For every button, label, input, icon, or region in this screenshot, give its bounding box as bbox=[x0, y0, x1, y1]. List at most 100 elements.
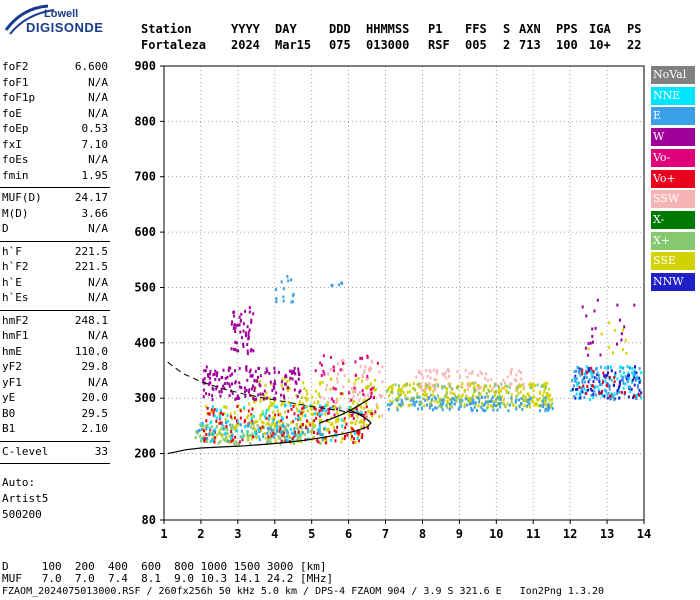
data-point bbox=[412, 399, 415, 402]
data-point bbox=[491, 387, 494, 391]
data-point bbox=[520, 397, 523, 401]
data-point bbox=[356, 431, 359, 435]
data-point bbox=[223, 412, 226, 416]
data-point bbox=[417, 382, 420, 386]
data-point bbox=[293, 412, 296, 416]
data-point bbox=[321, 406, 324, 410]
data-point bbox=[628, 377, 631, 381]
data-point bbox=[367, 367, 370, 371]
data-point bbox=[402, 385, 405, 389]
data-point bbox=[324, 426, 327, 430]
data-point bbox=[214, 369, 217, 373]
data-point bbox=[219, 432, 222, 436]
data-point bbox=[239, 319, 242, 323]
data-point bbox=[314, 407, 317, 411]
legend-item: Vo- bbox=[651, 148, 695, 167]
param-row: M(D) 3.66 bbox=[2, 207, 108, 221]
data-point bbox=[490, 378, 493, 381]
data-point bbox=[286, 423, 289, 427]
data-point bbox=[354, 360, 357, 364]
digisonde-logo bbox=[4, 4, 124, 44]
data-point bbox=[496, 408, 499, 412]
data-point bbox=[252, 384, 254, 388]
data-point bbox=[529, 396, 532, 400]
data-point bbox=[621, 348, 624, 352]
data-point bbox=[212, 413, 215, 417]
data-point bbox=[360, 405, 363, 409]
data-point bbox=[262, 421, 265, 425]
data-point bbox=[528, 402, 531, 405]
data-point bbox=[318, 409, 321, 413]
data-point bbox=[420, 406, 423, 410]
param-value: 110.0 bbox=[74, 344, 108, 358]
data-point bbox=[248, 328, 251, 332]
data-point bbox=[573, 395, 576, 398]
x-tick-label: 9 bbox=[456, 527, 463, 541]
data-point bbox=[264, 413, 267, 417]
legend-item: SSW bbox=[651, 190, 695, 209]
data-point bbox=[254, 420, 257, 424]
data-point bbox=[286, 429, 289, 433]
data-point bbox=[243, 407, 246, 411]
data-point bbox=[581, 390, 584, 394]
data-point bbox=[358, 391, 361, 395]
data-point bbox=[544, 400, 547, 404]
data-point bbox=[614, 374, 617, 378]
data-point bbox=[341, 431, 344, 435]
data-point bbox=[246, 438, 249, 442]
data-point bbox=[323, 372, 326, 376]
data-point bbox=[266, 426, 269, 430]
data-point bbox=[205, 365, 208, 369]
y-tick-label: 300 bbox=[134, 391, 156, 405]
data-point bbox=[272, 416, 275, 419]
note-line: Artist5 bbox=[2, 492, 49, 505]
data-point bbox=[428, 369, 431, 372]
data-point bbox=[583, 380, 586, 384]
data-point bbox=[320, 412, 323, 416]
data-point bbox=[616, 342, 618, 346]
data-point bbox=[252, 426, 255, 430]
data-point bbox=[350, 398, 353, 402]
data-point bbox=[230, 426, 233, 430]
data-point bbox=[631, 380, 634, 384]
data-point bbox=[299, 436, 302, 440]
data-point bbox=[432, 408, 434, 412]
data-point bbox=[515, 407, 518, 411]
data-point bbox=[289, 404, 292, 407]
data-point bbox=[306, 426, 309, 430]
data-point bbox=[486, 406, 489, 410]
data-point bbox=[421, 376, 424, 380]
data-point bbox=[437, 394, 439, 398]
data-point bbox=[410, 403, 413, 407]
data-point bbox=[476, 409, 478, 412]
data-point bbox=[432, 389, 435, 393]
data-point bbox=[362, 414, 365, 417]
data-point bbox=[247, 330, 250, 334]
data-point bbox=[613, 376, 616, 380]
data-point bbox=[327, 428, 330, 432]
data-point bbox=[369, 366, 371, 370]
data-point bbox=[209, 440, 212, 444]
data-point bbox=[215, 419, 218, 423]
data-point bbox=[357, 432, 360, 436]
data-point bbox=[368, 369, 371, 373]
data-point bbox=[259, 374, 262, 378]
data-point bbox=[365, 413, 368, 417]
data-point bbox=[381, 365, 384, 369]
data-point bbox=[587, 347, 590, 351]
param-value: 20.0 bbox=[81, 391, 109, 404]
data-point bbox=[322, 408, 325, 412]
param-name: yF1 bbox=[2, 375, 22, 389]
data-point bbox=[226, 381, 229, 385]
param-name: B0 bbox=[2, 406, 16, 420]
data-point bbox=[532, 382, 535, 386]
data-point bbox=[335, 411, 338, 415]
data-point bbox=[246, 416, 249, 420]
data-point bbox=[515, 373, 518, 377]
data-point bbox=[451, 405, 454, 409]
data-point bbox=[213, 432, 216, 436]
data-point bbox=[609, 365, 612, 369]
param-separator bbox=[0, 440, 110, 442]
data-point bbox=[394, 398, 397, 402]
param-name: foF2 bbox=[2, 60, 29, 73]
